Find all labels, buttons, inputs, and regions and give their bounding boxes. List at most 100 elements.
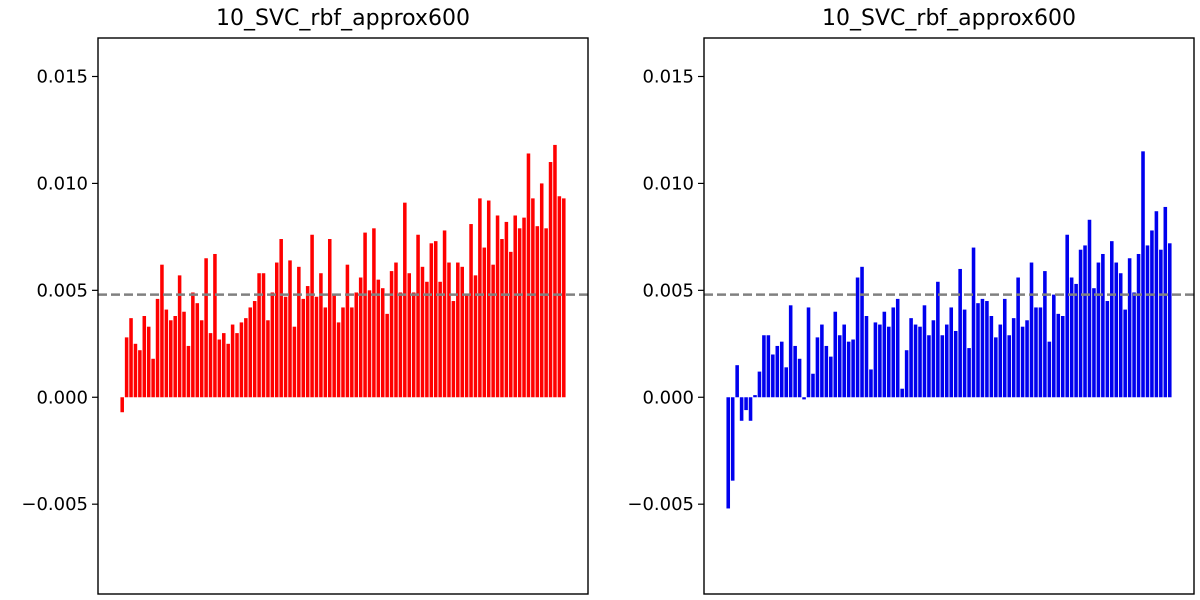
- bar: [314, 296, 319, 398]
- bar: [882, 311, 887, 398]
- bar: [1002, 298, 1007, 398]
- bar: [213, 253, 217, 398]
- bar: [909, 318, 913, 398]
- bar: [557, 196, 562, 398]
- bar: [345, 264, 350, 398]
- bar: [940, 335, 945, 398]
- bar: [900, 388, 904, 398]
- bar: [989, 316, 994, 398]
- bar: [873, 322, 878, 398]
- bar: [726, 397, 731, 509]
- bar: [257, 273, 261, 398]
- bar: [222, 333, 226, 398]
- bar: [793, 345, 797, 398]
- bar: [855, 277, 860, 398]
- bar: [913, 324, 918, 398]
- bar: [548, 162, 553, 398]
- bar: [252, 301, 257, 398]
- bar: [1034, 307, 1038, 398]
- y-tick-label: 0.005: [36, 280, 88, 301]
- bar: [420, 266, 425, 398]
- bar: [976, 303, 980, 398]
- bar: [429, 243, 434, 398]
- bar: [1087, 219, 1092, 398]
- bar: [248, 307, 253, 398]
- bar: [403, 202, 407, 398]
- bar: [539, 183, 544, 398]
- bar: [1025, 320, 1029, 398]
- bar: [762, 335, 766, 398]
- bar: [350, 307, 354, 398]
- bar: [842, 324, 846, 398]
- bar: [244, 318, 248, 398]
- bar: [292, 326, 297, 398]
- bar: [864, 316, 869, 398]
- bar: [535, 226, 540, 398]
- bar: [1038, 307, 1043, 398]
- bar: [1056, 313, 1061, 398]
- bar: [779, 341, 784, 398]
- bar: [407, 273, 411, 398]
- bar: [891, 307, 896, 398]
- bar: [531, 198, 535, 398]
- bar: [217, 339, 222, 398]
- bar: [833, 311, 838, 398]
- bar: [1159, 249, 1163, 398]
- bar: [802, 397, 806, 400]
- bar: [319, 273, 323, 398]
- bar: [904, 350, 909, 398]
- bar: [1123, 309, 1127, 398]
- bar: [771, 354, 775, 398]
- bar: [958, 268, 962, 398]
- bar: [438, 281, 442, 398]
- bar: [283, 296, 288, 398]
- bar: [887, 326, 891, 398]
- bar: [918, 326, 922, 398]
- bar: [195, 303, 200, 398]
- bar: [451, 301, 456, 398]
- bar: [297, 266, 301, 398]
- bar: [301, 298, 306, 398]
- bar: [1011, 318, 1016, 398]
- bar: [1074, 283, 1078, 398]
- bar: [784, 367, 788, 398]
- bar: [261, 273, 266, 398]
- bar: [824, 345, 829, 398]
- bar: [811, 373, 815, 398]
- y-tick-label: −0.005: [21, 494, 88, 515]
- bar: [358, 277, 363, 398]
- bar: [522, 217, 526, 398]
- bar: [199, 320, 204, 398]
- y-tick-label: 0.010: [36, 173, 88, 194]
- bar: [124, 337, 129, 398]
- bar: [878, 324, 882, 398]
- chart-title: 10_SVC_rbf_approx600: [216, 6, 470, 31]
- bar: [1141, 151, 1145, 398]
- y-tick-label: 0.005: [642, 280, 694, 301]
- bar: [336, 322, 341, 398]
- bar: [739, 397, 744, 421]
- bar: [927, 335, 931, 398]
- bar: [275, 262, 279, 398]
- bar: [204, 258, 208, 398]
- bar: [120, 397, 124, 413]
- bar: [323, 307, 328, 398]
- bar: [936, 281, 940, 398]
- bar: [797, 358, 802, 398]
- bar: [1110, 241, 1114, 398]
- bar: [160, 264, 164, 398]
- bar: [829, 356, 833, 398]
- bar: [305, 286, 310, 398]
- bar: [735, 365, 739, 398]
- bar: [895, 298, 900, 398]
- bar: [500, 239, 504, 398]
- bar: [376, 279, 381, 398]
- bar: [491, 264, 495, 398]
- bar: [138, 350, 142, 398]
- bar: [526, 153, 531, 398]
- bar: [846, 341, 851, 398]
- bar: [820, 324, 824, 398]
- bar: [860, 266, 864, 398]
- bar: [509, 251, 513, 398]
